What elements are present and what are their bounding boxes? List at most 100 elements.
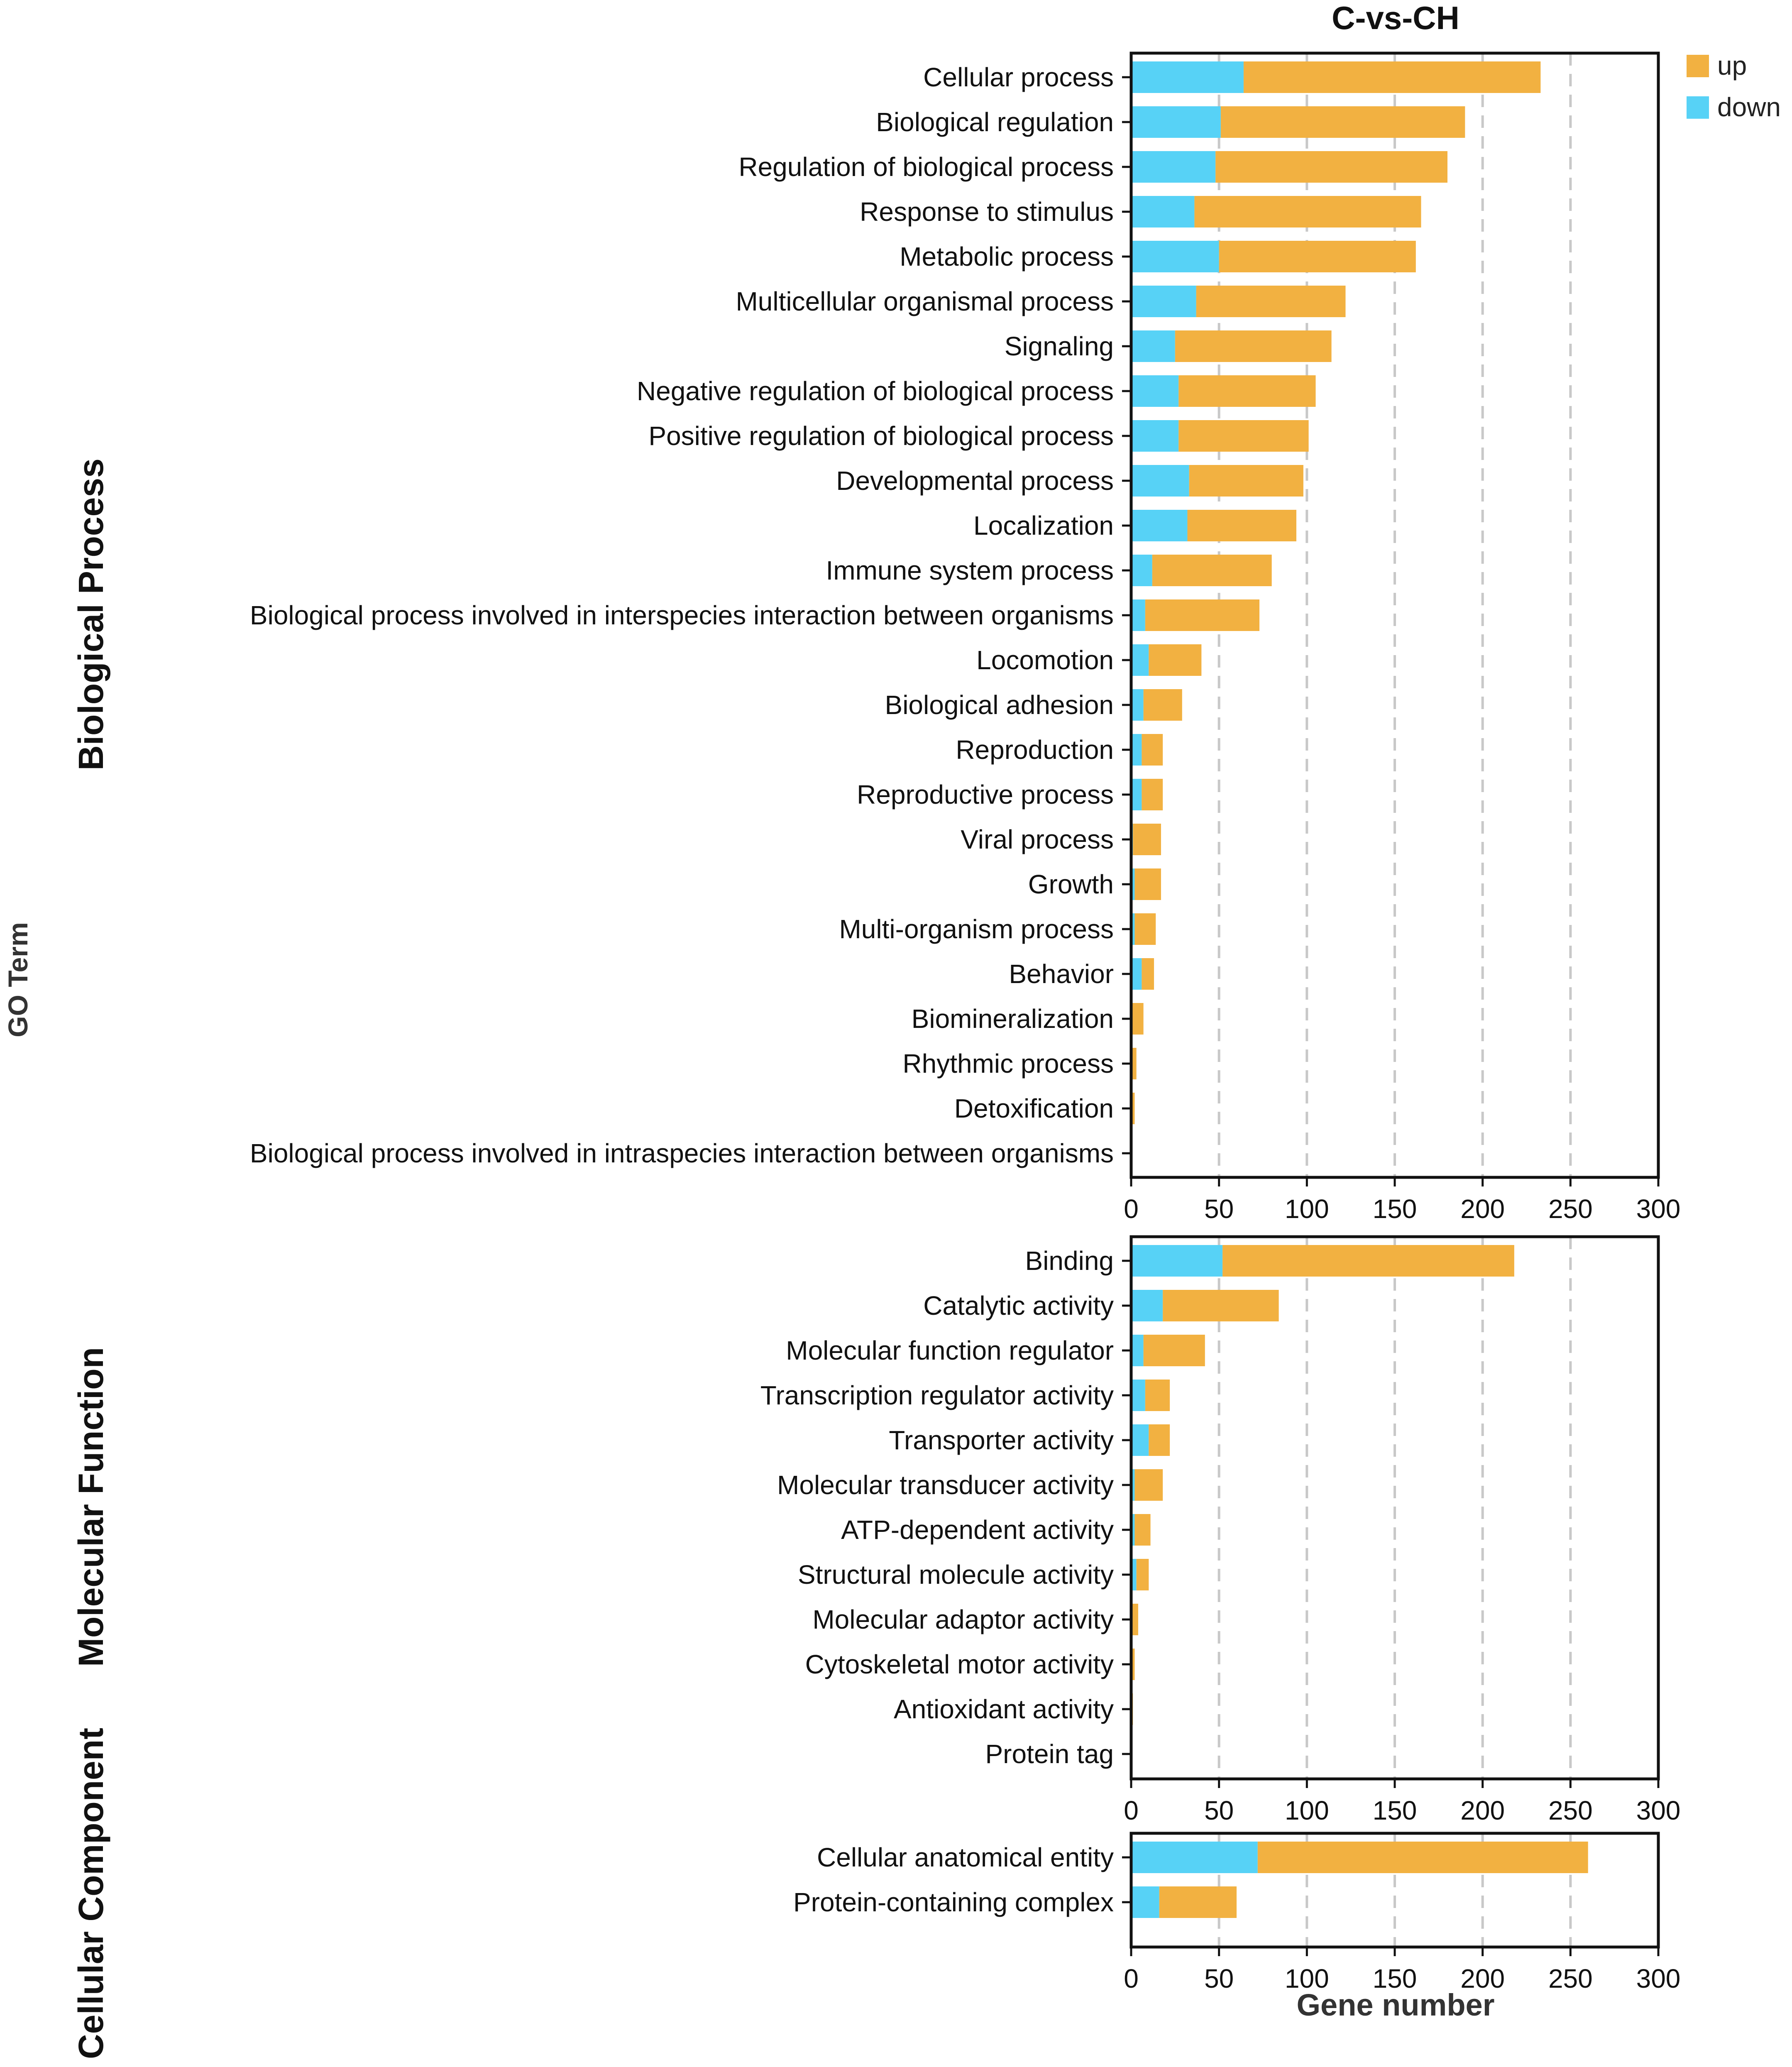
category-label: Developmental process xyxy=(836,466,1114,496)
bar-down-immune-system-process xyxy=(1131,555,1152,586)
x-tick-label: 300 xyxy=(1636,1795,1681,1825)
bar-up-reproduction xyxy=(1142,734,1163,766)
bar-up-multi-organism-process xyxy=(1134,913,1156,945)
bar-up-molecular-function-regulator xyxy=(1143,1335,1205,1366)
x-tick-label: 50 xyxy=(1204,1194,1234,1224)
legend-swatch-up xyxy=(1687,55,1709,77)
x-tick-label: 150 xyxy=(1373,1795,1417,1825)
legend-label-up: up xyxy=(1717,51,1747,81)
bar-down-reproduction xyxy=(1131,734,1142,766)
bar-up-behavior xyxy=(1142,958,1154,990)
panel-biological-process: Cellular process Biological regulation Reg… xyxy=(250,51,1680,1224)
legend-label-down: down xyxy=(1717,92,1781,122)
bar-up-cytoskeletal-motor-activity xyxy=(1131,1649,1135,1680)
bar-up-biological-adhesion xyxy=(1143,689,1182,721)
panels-layer: Cellular process Biological regulation Reg… xyxy=(250,51,1681,1994)
group-label-molecular-function: Molecular Function xyxy=(71,1347,110,1667)
chart-title: C-vs-CH xyxy=(1332,0,1460,36)
bar-up-catalytic-activity xyxy=(1163,1290,1279,1321)
category-label: Rhythmic process xyxy=(902,1049,1114,1079)
bar-up-viral-process xyxy=(1133,824,1161,855)
legend: up down xyxy=(1687,51,1781,122)
category-label: Catalytic activity xyxy=(923,1291,1114,1321)
bar-down-behavior xyxy=(1131,958,1142,990)
x-tick-label: 50 xyxy=(1204,1964,1234,1994)
bar-up-structural-molecule-activity xyxy=(1136,1559,1149,1590)
x-tick-label: 200 xyxy=(1460,1964,1505,1994)
bar-up-biological-regulation xyxy=(1220,106,1465,138)
bar-down-transcription-regulator-activity xyxy=(1131,1380,1145,1411)
category-label: Growth xyxy=(1028,869,1114,899)
panel-cellular-component: Cellular anatomical entity Protein-contai… xyxy=(793,1832,1681,1994)
x-tick-label: 300 xyxy=(1636,1964,1681,1994)
category-label: Detoxification xyxy=(954,1093,1114,1123)
y-axis-label: GO Term xyxy=(2,922,33,1037)
category-label: Localization xyxy=(973,511,1114,541)
bar-up-growth xyxy=(1134,868,1161,900)
category-label: Cellular anatomical entity xyxy=(817,1842,1114,1872)
category-label: Cytoskeletal motor activity xyxy=(805,1649,1114,1679)
bar-up-binding xyxy=(1222,1245,1514,1277)
bar-down-response-to-stimulus xyxy=(1131,196,1195,227)
bar-up-molecular-transducer-activity xyxy=(1134,1469,1163,1501)
bar-down-reproductive-process xyxy=(1131,779,1142,810)
category-label: Molecular adaptor activity xyxy=(812,1605,1114,1634)
category-label: Reproduction xyxy=(956,735,1114,765)
category-label: Biological process involved in intraspec… xyxy=(250,1138,1114,1168)
bar-down-biological-adhesion xyxy=(1131,689,1144,721)
bar-down-localization xyxy=(1131,510,1188,541)
x-tick-label: 100 xyxy=(1285,1964,1329,1994)
bar-down-multi-organism-process xyxy=(1131,913,1135,945)
bar-up-cellular-anatomical-entity xyxy=(1257,1842,1588,1873)
bar-down-cellular-process xyxy=(1131,61,1244,93)
bar-down-biological-regulation xyxy=(1131,106,1221,138)
x-tick-label: 100 xyxy=(1285,1194,1329,1224)
legend-swatch-down xyxy=(1687,96,1709,119)
category-label: Antioxidant activity xyxy=(894,1694,1114,1724)
bar-down-catalytic-activity xyxy=(1131,1290,1163,1321)
category-label: Protein tag xyxy=(985,1739,1114,1769)
category-label: Locomotion xyxy=(976,645,1114,675)
category-label: Positive regulation of biological proces… xyxy=(648,421,1114,451)
category-label: Reproductive process xyxy=(857,780,1114,810)
category-label: Multicellular organismal process xyxy=(736,286,1114,316)
x-tick-label: 250 xyxy=(1548,1964,1593,1994)
category-label: Regulation of biological process xyxy=(738,152,1114,182)
bar-down-transporter-activity xyxy=(1131,1424,1149,1456)
bar-down-regulation-of-biological-process xyxy=(1131,151,1216,183)
x-tick-label: 200 xyxy=(1460,1194,1505,1224)
bar-up-molecular-adaptor-activity xyxy=(1131,1604,1138,1635)
bar-down-locomotion xyxy=(1131,644,1149,676)
bar-down-protein-containing-complex xyxy=(1131,1886,1159,1918)
bar-up-atp-dependent-activity xyxy=(1134,1514,1151,1546)
bar-down-growth xyxy=(1131,868,1135,900)
bar-down-multicellular-organismal-process xyxy=(1131,286,1196,317)
bar-up-positive-regulation-of-biological-process xyxy=(1178,420,1309,452)
bar-up-locomotion xyxy=(1149,644,1202,676)
category-label: Molecular transducer activity xyxy=(777,1470,1114,1500)
bar-up-transcription-regulator-activity xyxy=(1145,1380,1170,1411)
bar-up-localization xyxy=(1187,510,1296,541)
x-tick-label: 250 xyxy=(1548,1795,1593,1825)
x-tick-label: 100 xyxy=(1285,1795,1329,1825)
bar-down-biological-process-involved-in-interspecies-interaction-between-organisms xyxy=(1131,599,1145,631)
bar-up-detoxification xyxy=(1131,1093,1135,1124)
category-label: Cellular process xyxy=(923,62,1114,92)
bar-down-molecular-function-regulator xyxy=(1131,1335,1144,1366)
bar-up-biological-process-involved-in-interspecies-interaction-between-organisms xyxy=(1145,599,1260,631)
category-label: Transporter activity xyxy=(889,1425,1114,1455)
category-label: Immune system process xyxy=(826,555,1114,585)
bar-down-cellular-anatomical-entity xyxy=(1131,1842,1258,1873)
category-label: Molecular function regulator xyxy=(786,1336,1114,1365)
category-label: Metabolic process xyxy=(900,242,1114,272)
category-label: Response to stimulus xyxy=(860,197,1114,227)
bar-down-negative-regulation-of-biological-process xyxy=(1131,375,1179,407)
x-tick-label: 0 xyxy=(1124,1964,1139,1994)
x-tick-label: 50 xyxy=(1204,1795,1234,1825)
bar-up-multicellular-organismal-process xyxy=(1196,286,1346,317)
bar-down-signaling xyxy=(1131,330,1175,362)
group-label-cellular-component: Cellular Component xyxy=(71,1728,110,2059)
bar-up-biomineralization xyxy=(1131,1003,1144,1035)
bar-up-reproductive-process xyxy=(1142,779,1163,810)
